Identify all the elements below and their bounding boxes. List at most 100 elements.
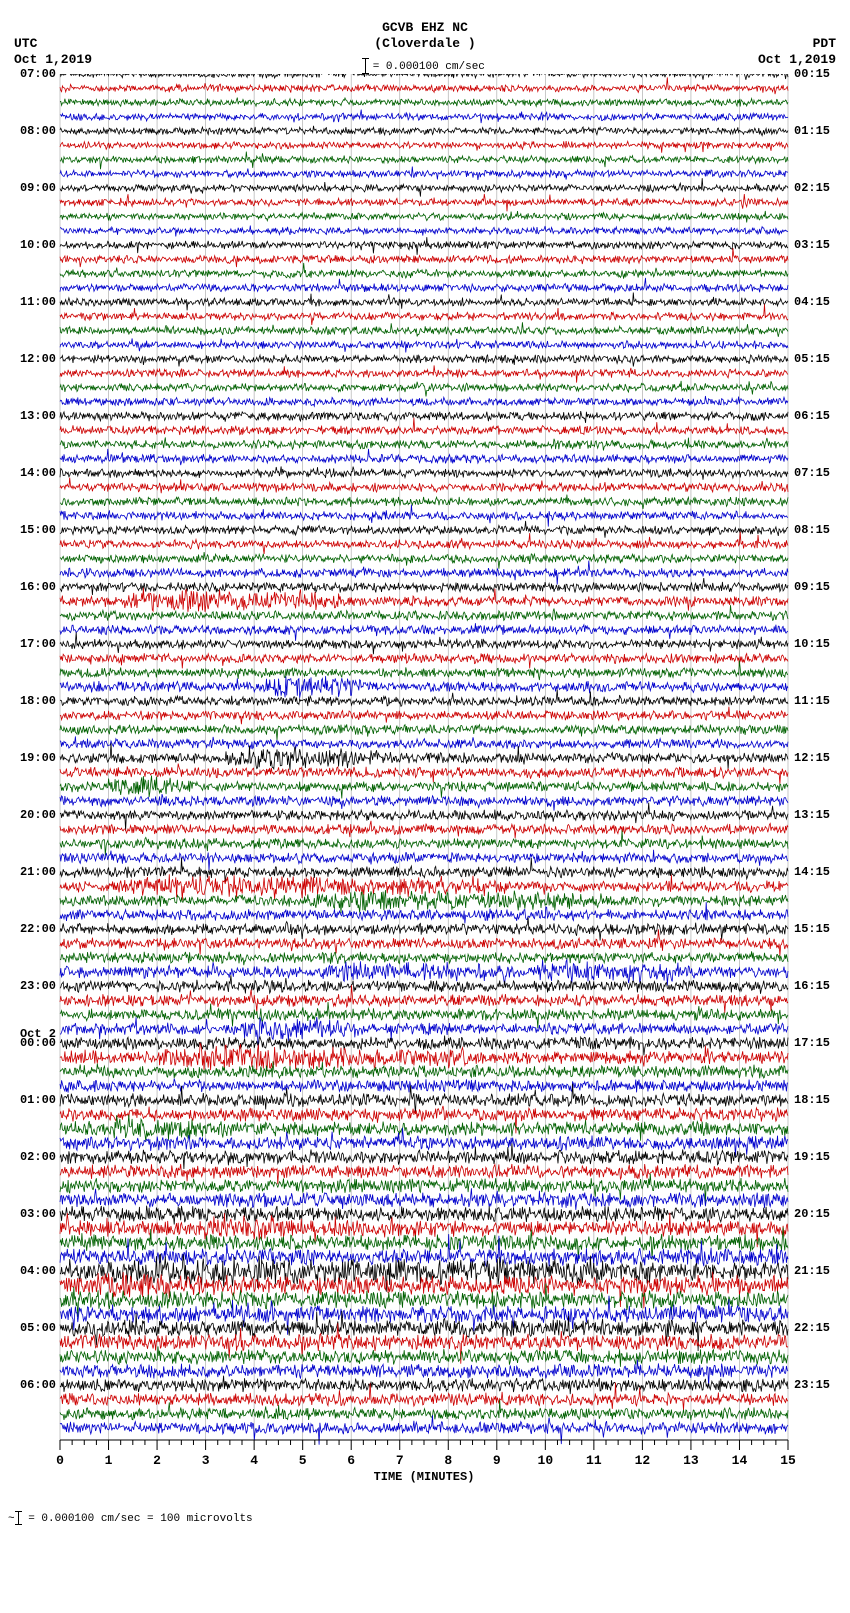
- trace: [60, 110, 788, 124]
- trace: [60, 951, 788, 965]
- x-tick-label: 0: [56, 1453, 64, 1468]
- x-tick-label: 3: [202, 1453, 210, 1468]
- trace: [60, 505, 788, 527]
- x-tick-label: 4: [250, 1453, 258, 1468]
- trace: [60, 418, 788, 435]
- trace: [60, 902, 788, 923]
- trace: [60, 396, 788, 406]
- footer-scale: ~ = 0.000100 cm/sec = 100 microvolts: [0, 1498, 850, 1525]
- trace: [60, 588, 788, 612]
- x-tick-label: 15: [780, 1453, 796, 1468]
- x-tick-label: 7: [396, 1453, 404, 1468]
- trace: [60, 661, 788, 681]
- trace: [60, 437, 788, 450]
- scale-bar-icon: [365, 58, 366, 74]
- trace: [60, 449, 788, 465]
- trace: [60, 821, 788, 838]
- trace: [60, 74, 788, 80]
- trace: [60, 776, 788, 799]
- x-axis-label: TIME (MINUTES): [374, 1470, 475, 1484]
- trace: [60, 1346, 788, 1367]
- trace: [60, 521, 788, 538]
- trace: [60, 478, 788, 494]
- trace: [60, 764, 788, 785]
- trace: [60, 1061, 788, 1078]
- trace: [60, 736, 788, 749]
- x-tick-label: 2: [153, 1453, 161, 1468]
- footer-text: = 0.000100 cm/sec = 100 microvolts: [28, 1513, 252, 1525]
- trace: [60, 743, 788, 770]
- trace: [60, 676, 788, 698]
- trace: [60, 578, 788, 595]
- trace: [60, 850, 788, 871]
- trace: [60, 304, 788, 325]
- trace: [60, 690, 788, 707]
- x-tick-label: 14: [732, 1453, 748, 1468]
- trace: [60, 605, 788, 621]
- trace: [60, 874, 788, 900]
- trace: [60, 411, 788, 423]
- trace: [60, 152, 788, 170]
- trace: [60, 77, 788, 94]
- station-site: (Cloverdale ): [0, 36, 850, 52]
- trace: [60, 1079, 788, 1093]
- trace: [60, 495, 788, 509]
- x-tick-label: 12: [635, 1453, 651, 1468]
- trace: [60, 365, 788, 382]
- trace: [60, 1206, 788, 1225]
- tz-left: UTC: [14, 36, 92, 52]
- trace: [60, 1143, 788, 1169]
- trace: [60, 929, 788, 955]
- trace: [60, 917, 788, 940]
- trace: [60, 724, 788, 740]
- trace: [60, 707, 788, 725]
- trace: [60, 890, 788, 913]
- seismogram: 0123456789101112131415TIME (MINUTES): [0, 74, 850, 1498]
- x-tick-label: 8: [444, 1453, 452, 1468]
- trace: [60, 226, 788, 237]
- tz-right: PDT: [758, 36, 836, 52]
- trace: [60, 167, 788, 180]
- trace: [60, 338, 788, 352]
- x-tick-label: 9: [493, 1453, 501, 1468]
- x-tick-label: 11: [586, 1453, 602, 1468]
- trace: [60, 1234, 788, 1266]
- footer-prefix: ~: [8, 1513, 15, 1525]
- trace: [60, 355, 788, 367]
- plot-header: GCVB EHZ NC (Cloverdale ) UTC Oct 1,2019…: [0, 0, 850, 68]
- trace: [60, 126, 788, 136]
- trace: [60, 1002, 788, 1028]
- trace: [60, 632, 788, 654]
- trace: [60, 532, 788, 554]
- trace: [60, 1188, 788, 1210]
- x-tick-label: 10: [538, 1453, 554, 1468]
- trace: [60, 237, 788, 255]
- trace: [60, 211, 788, 223]
- footer-bar-icon: [18, 1512, 19, 1524]
- trace: [60, 293, 788, 311]
- trace: [60, 98, 788, 107]
- x-tick-label: 13: [683, 1453, 699, 1468]
- trace: [60, 248, 788, 267]
- scale-block: = 0.000100 cm/sec: [0, 58, 850, 74]
- trace: [60, 561, 788, 585]
- trace: [60, 466, 788, 479]
- trace: [60, 552, 788, 569]
- trace: [60, 141, 788, 153]
- trace: [60, 1376, 788, 1394]
- trace: [60, 653, 788, 668]
- trace: [60, 830, 788, 855]
- plot-area: 07:0008:0009:0010:0011:0012:0013:0014:00…: [0, 74, 850, 1498]
- x-tick-label: 1: [105, 1453, 113, 1468]
- scale-text: = 0.000100 cm/sec: [373, 61, 485, 73]
- x-tick-label: 6: [347, 1453, 355, 1468]
- trace: [60, 322, 788, 337]
- x-tick-label: 5: [299, 1453, 307, 1468]
- trace: [60, 623, 788, 641]
- trace: [60, 960, 788, 986]
- trace: [60, 263, 788, 279]
- trace: [60, 278, 788, 292]
- station-code: GCVB EHZ NC: [0, 20, 850, 36]
- trace: [60, 178, 788, 197]
- station-title: GCVB EHZ NC (Cloverdale ): [0, 20, 850, 53]
